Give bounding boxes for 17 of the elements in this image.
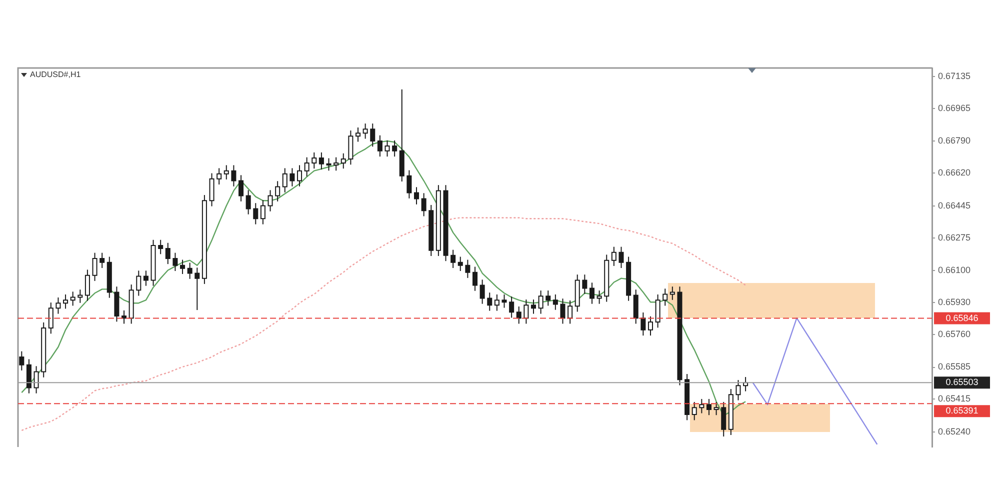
y-tick-label: 0.66790	[938, 136, 971, 146]
y-tick-label: 0.65415	[938, 394, 971, 404]
ref-line-label: 0.65391	[946, 406, 978, 416]
y-tick-label: 0.65760	[938, 328, 971, 339]
ref-line-label: 0.65503	[946, 377, 978, 388]
y-tick-label: 0.66100	[938, 265, 971, 276]
y-tick-label: 0.67135	[938, 70, 971, 81]
y-tick-label: 0.66620	[938, 168, 971, 178]
ref-line-label: 0.65846	[946, 312, 978, 323]
y-tick-label: 0.66275	[938, 232, 971, 242]
y-tick-label: 0.65585	[938, 362, 971, 372]
y-tick-label: 0.65240	[938, 426, 971, 436]
y-tick-label: 0.66965	[938, 102, 971, 113]
y-tick-label: 0.66445	[938, 200, 971, 210]
line-series	[21, 217, 746, 432]
chart-title: AUDUSD#,H1	[30, 70, 82, 80]
y-tick-label: 0.65930	[938, 297, 971, 308]
